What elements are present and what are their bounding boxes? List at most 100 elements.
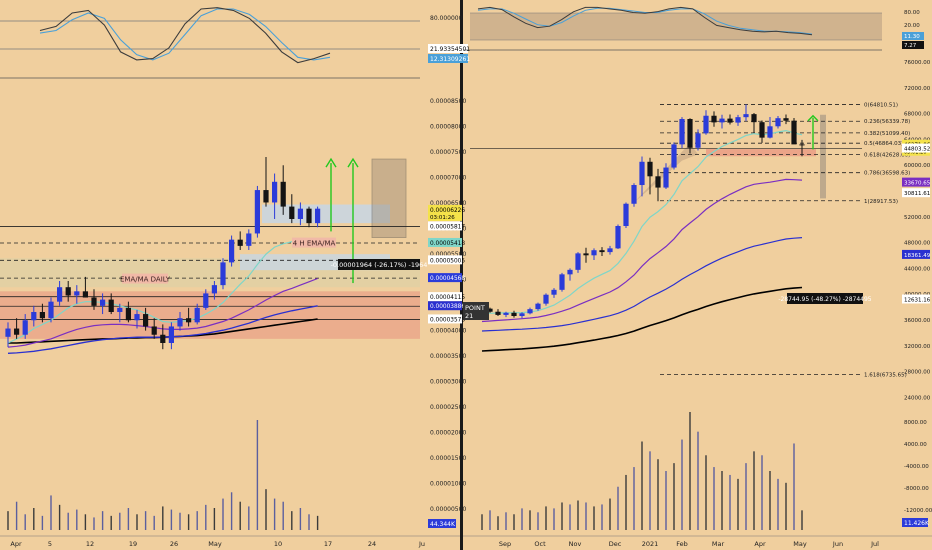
- candle-body: [671, 144, 677, 168]
- candle-body: [719, 118, 725, 123]
- measure-label: -0.00001964 (-26.17%) -1964: [331, 261, 428, 269]
- price-badge-bg: [428, 314, 462, 324]
- candle-body: [767, 126, 773, 138]
- x-tick-label: Dec: [609, 540, 622, 548]
- x-tick-label: 26: [170, 540, 178, 548]
- fib-label: 1.618(6735.65): [864, 372, 907, 378]
- target-arrow-2-head: [347, 157, 359, 168]
- annotation-4h-ema: 4 H EMA/MA: [293, 240, 336, 248]
- candle-body: [125, 307, 131, 321]
- candle-body: [575, 253, 581, 270]
- point-label-num: 21: [465, 312, 473, 320]
- volume-bar: [625, 474, 627, 530]
- right-price-axis: 76000.0072000.0068000.0064000.0060000.00…: [902, 10, 932, 527]
- candle-body: [254, 190, 260, 234]
- candle-body: [759, 122, 765, 138]
- volume-bar: [801, 510, 803, 530]
- y-tick-label: 0.00003000: [430, 379, 466, 386]
- right-panel: 0(64810.51) 0.236(56339.78) 0.382(51099.40…: [463, 6, 932, 548]
- volume-bar: [67, 512, 69, 530]
- volume-bar: [553, 508, 555, 530]
- volume-bar: [170, 509, 173, 530]
- blue-zone-upper: [262, 204, 390, 224]
- volume-bar: [15, 501, 18, 530]
- stoch-badge-bg: [428, 54, 468, 63]
- price-badge: 0.00004115: [430, 295, 465, 301]
- volume-bar: [127, 508, 130, 530]
- point-label: POINT: [465, 304, 485, 312]
- volume-bar: [41, 515, 44, 530]
- volume-bar: [222, 498, 224, 530]
- candle-body: [535, 303, 541, 310]
- y-tick-label: 28000.00: [904, 370, 931, 376]
- price-badge-sub: 03:01:26: [430, 215, 455, 221]
- volume-bar: [697, 431, 699, 530]
- volume-bar: [617, 486, 619, 530]
- price-badge: 0.00005817: [430, 224, 465, 230]
- fib-label: 0.236(56339.78): [864, 119, 910, 125]
- stoch-level-label: 20.00: [904, 23, 920, 29]
- stoch-badge: 12.31309261: [430, 56, 470, 63]
- price-badge-bg: [902, 249, 930, 259]
- volume-bar: [136, 514, 138, 530]
- volume-bar: [248, 506, 250, 530]
- measure-label: -28744.95 (-48.27%) -2874495: [778, 296, 871, 303]
- volume-bar: [673, 463, 675, 530]
- volume-bar: [665, 471, 667, 530]
- stoch-k-line: [39, 7, 331, 64]
- candle-body: [203, 293, 209, 308]
- volume-bar: [689, 412, 691, 530]
- volume-bar: [649, 451, 651, 530]
- volume-bar: [481, 514, 483, 530]
- candle-body: [229, 239, 235, 263]
- volume-bar: [529, 510, 531, 530]
- candle-body: [727, 118, 733, 123]
- x-tick-label: Mar: [712, 540, 725, 548]
- y-tick-label: 68000.00: [904, 112, 931, 118]
- candle-body: [117, 307, 123, 312]
- resistance-zone-red: [0, 291, 420, 339]
- candle-body: [289, 206, 295, 219]
- candle-body: [237, 239, 243, 246]
- price-badge-bg: [902, 294, 930, 304]
- y-tick-label: 32000.00: [904, 344, 931, 350]
- candle-body: [495, 311, 501, 315]
- y-tick-label: 0.00000500: [430, 506, 466, 513]
- candle-body: [543, 294, 549, 304]
- volume-bar: [753, 451, 755, 530]
- candle-body: [687, 119, 693, 148]
- candle-body: [100, 299, 106, 306]
- price-badge: 0.00005005: [430, 258, 465, 264]
- volume-bar: [657, 459, 659, 530]
- volume-bar: [119, 512, 121, 530]
- volume-tick-label: 4000.00: [904, 442, 927, 448]
- y-tick-label: 36000.00: [904, 318, 931, 324]
- price-badge-bg: [428, 237, 462, 247]
- volume-bar: [761, 455, 763, 530]
- x-tick-label: May: [208, 540, 222, 548]
- candle-body: [647, 161, 653, 177]
- volume-bar: [239, 501, 241, 530]
- volume-bar: [84, 514, 87, 530]
- y-tick-label: 60000.00: [904, 163, 931, 169]
- volume-bar: [162, 506, 164, 530]
- x-tick-label: Apr: [754, 540, 766, 548]
- candle-body: [623, 203, 629, 227]
- fib-label: 0.382(51099.40): [864, 131, 910, 137]
- volume-bar: [737, 478, 739, 530]
- y-tick-label: 0.00003500: [430, 353, 466, 360]
- x-tick-label: 17: [324, 540, 332, 548]
- y-tick-label: 0.00007500: [430, 149, 466, 156]
- volume-bar: [179, 512, 181, 530]
- fib-label: 1(28917.53): [864, 199, 898, 205]
- y-tick-label: 0.00006500: [430, 200, 466, 207]
- stoch-badge-bg: [902, 41, 924, 49]
- x-tick-label: 5: [48, 540, 52, 548]
- candle-body: [527, 309, 533, 314]
- candle-body: [143, 314, 149, 327]
- candle-body: [615, 226, 621, 249]
- candle-body: [591, 250, 597, 256]
- candle-body: [583, 253, 589, 256]
- volume-bar: [101, 511, 104, 530]
